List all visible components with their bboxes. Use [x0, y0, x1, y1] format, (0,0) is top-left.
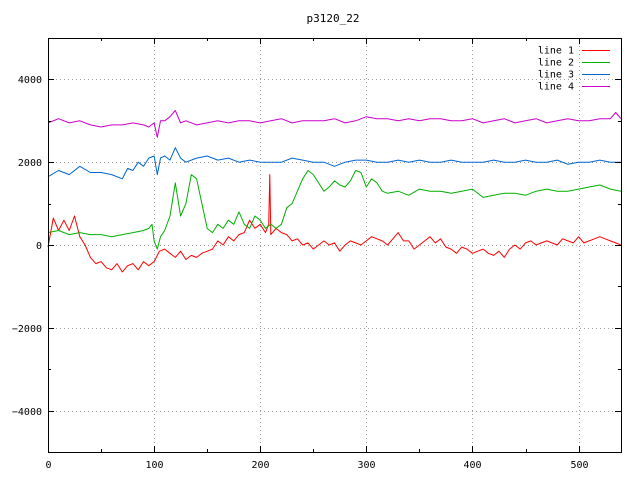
legend-label: line 3 — [538, 70, 574, 81]
series-line-3 — [48, 148, 621, 179]
axis-ticks: −4000 −2000 0 2000 4000 0 100 200 300 400 500 — [12, 38, 621, 471]
y-tick-label: −4000 — [12, 407, 42, 418]
x-tick-label: 400 — [463, 460, 481, 471]
x-tick-label: 0 — [45, 460, 51, 471]
legend-label: line 2 — [538, 58, 574, 69]
y-tick-label: 4000 — [18, 75, 42, 86]
series-line-2 — [48, 171, 621, 250]
x-tick-label: 500 — [570, 460, 588, 471]
chart-title: p3120_22 — [307, 12, 360, 25]
x-tick-label: 200 — [251, 460, 269, 471]
series-line-4 — [48, 111, 621, 138]
legend-label: line 1 — [538, 46, 574, 57]
y-tick-label: 2000 — [18, 158, 42, 169]
x-tick-label: 300 — [357, 460, 375, 471]
y-tick-label: −2000 — [12, 324, 42, 335]
series-group — [48, 111, 621, 272]
grid — [48, 38, 621, 452]
legend-label: line 4 — [538, 82, 574, 93]
plot-frame — [49, 39, 622, 453]
series-line-1 — [48, 175, 621, 272]
x-tick-label: 100 — [145, 460, 163, 471]
y-tick-label: 0 — [36, 241, 42, 252]
